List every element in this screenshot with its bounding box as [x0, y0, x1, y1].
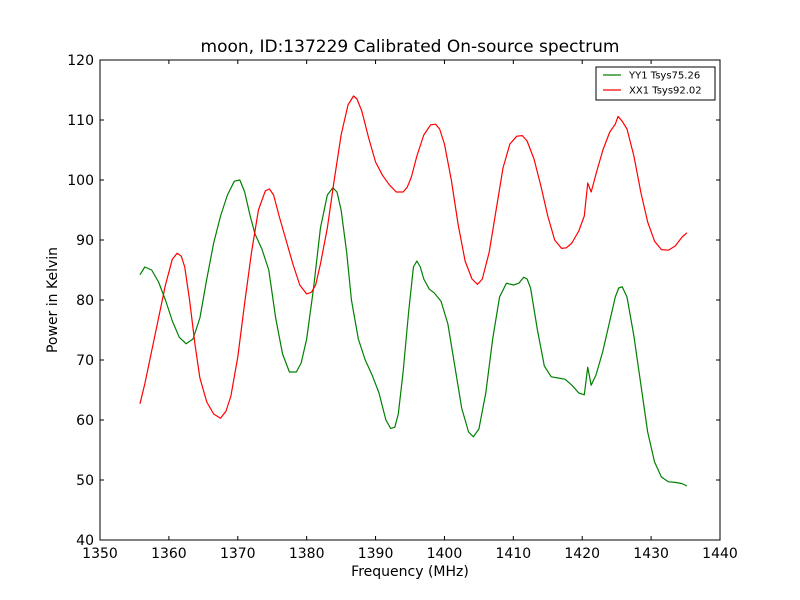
y-tick-label: 100: [67, 173, 94, 189]
legend-label-yy1: YY1 Tsys75.26: [628, 71, 700, 82]
x-tick-label: 1370: [220, 546, 256, 562]
y-tick-label: 120: [67, 53, 94, 69]
x-tick-label: 1380: [289, 546, 325, 562]
axis-ticks: 1350 1360 1370 1380 1390 1400 1410 1420 1430 1440…: [67, 53, 738, 562]
x-tick-label: 1360: [151, 546, 187, 562]
y-tick-label: 60: [76, 413, 94, 429]
chart-title: moon, ID:137229 Calibrated On-source spe…: [201, 37, 620, 57]
x-tick-label: 1420: [564, 546, 600, 562]
x-tick-label: 1390: [358, 546, 394, 562]
series-line-1: [139, 95, 688, 419]
y-axis-title: Power in Kelvin: [45, 247, 61, 353]
y-tick-label: 70: [76, 353, 94, 369]
legend-box: [595, 66, 716, 101]
x-tick-label: 1350: [82, 546, 118, 562]
series-line-0: [139, 179, 688, 487]
y-tick-label: 40: [76, 533, 94, 549]
legend-label-xx1: XX1 Tsys92.02: [629, 86, 702, 97]
x-tick-label: 1400: [427, 546, 463, 562]
y-tick-label: 110: [67, 113, 94, 129]
x-tick-label: 1410: [496, 546, 532, 562]
x-tick-label: 1440: [702, 546, 738, 562]
plot-lines: [139, 95, 688, 487]
legend: YY1 Tsys75.26 XX1 Tsys92.02: [595, 66, 716, 101]
x-tick-label: 1430: [633, 546, 669, 562]
y-tick-label: 50: [76, 473, 94, 489]
y-tick-label: 80: [76, 293, 94, 309]
x-axis-title: Frequency (MHz): [351, 564, 469, 580]
y-tick-label: 90: [76, 233, 94, 249]
